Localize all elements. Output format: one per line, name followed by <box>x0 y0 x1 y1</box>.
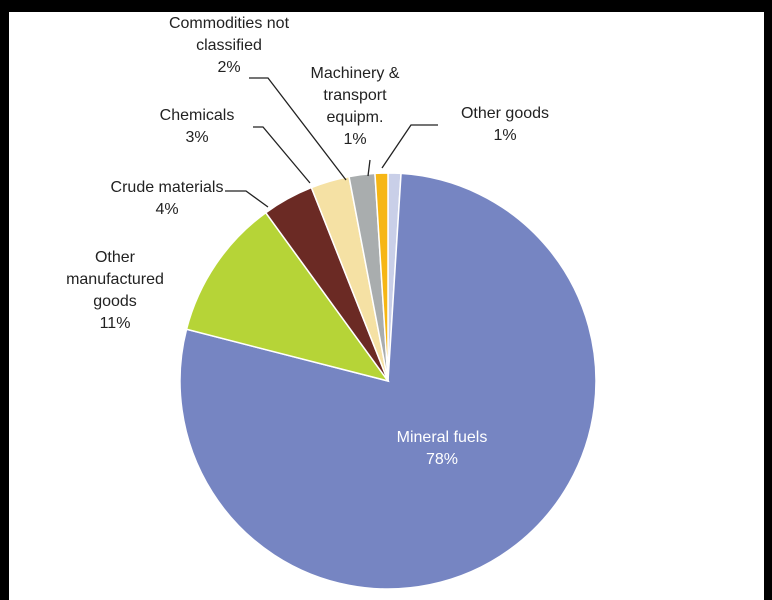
slice-name-line-5-0: Commodities not <box>169 15 290 32</box>
slice-percent-2: 11% <box>100 315 131 332</box>
pie-slice-2 <box>185 211 390 383</box>
slice-name-line-2-0: Other <box>95 249 136 266</box>
leader-line-4 <box>253 126 311 184</box>
slice-name-line-0-0: Other goods <box>461 105 549 122</box>
slice-label-3: Crude materials 4% <box>111 179 224 218</box>
slice-name-line-4-0: Chemicals <box>160 107 235 124</box>
leader-line-0 <box>381 124 438 169</box>
leader-line-3 <box>225 190 269 208</box>
slice-name-line-6-0: Machinery & <box>311 65 400 82</box>
slice-label-4: Chemicals 3% <box>160 107 235 146</box>
slice-name-line-2-1: manufactured <box>66 271 164 288</box>
pie-slice-6 <box>374 172 389 382</box>
slice-percent-5: 2% <box>217 59 240 76</box>
slice-label-6: Machinery & transport equipm. 1% <box>311 65 400 148</box>
slice-percent-4: 3% <box>185 129 208 146</box>
slice-name-line-3-0: Crude materials <box>111 179 224 196</box>
slice-percent-1: 78% <box>426 451 458 468</box>
slice-percent-6: 1% <box>343 131 366 148</box>
chart-panel: Other goods 1% Mineral fuels 78% Other manufa… <box>9 12 764 600</box>
slice-label-0: Other goods 1% <box>461 105 549 144</box>
slice-name-line-1-0: Mineral fuels <box>397 429 488 446</box>
slice-name-line-6-1: transport <box>323 87 387 104</box>
slice-label-5: Commodities not classified 2% <box>169 15 290 76</box>
slice-percent-3: 4% <box>155 201 178 218</box>
slice-label-1: Mineral fuels 78% <box>397 429 488 468</box>
leader-line-5 <box>249 77 347 181</box>
pie-chart: Other goods 1% Mineral fuels 78% Other manufa… <box>66 15 597 590</box>
slice-label-2: Other manufactured goods 11% <box>66 249 164 332</box>
slice-name-line-6-2: equipm. <box>327 109 384 126</box>
slice-name-line-2-2: goods <box>93 293 137 310</box>
slice-percent-0: 1% <box>493 127 516 144</box>
slice-name-line-5-1: classified <box>196 37 262 54</box>
leader-line-6 <box>367 159 371 177</box>
